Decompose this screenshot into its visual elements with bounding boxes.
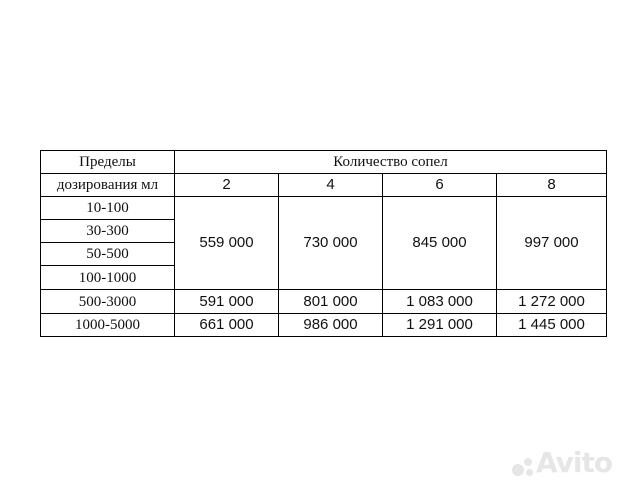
header-nozzles-6: 6 — [382, 173, 497, 197]
price-cell: 801 000 — [278, 289, 383, 314]
range-cell: 1000-5000 — [40, 313, 175, 337]
price-cell: 1 083 000 — [382, 289, 497, 314]
price-cell: 591 000 — [174, 289, 279, 314]
price-cell: 845 000 — [382, 196, 497, 290]
header-nozzles-4: 4 — [278, 173, 383, 197]
price-cell: 997 000 — [496, 196, 607, 290]
price-cell: 1 445 000 — [496, 313, 607, 337]
price-table: Пределы Количество сопел дозирования мл … — [40, 150, 607, 337]
header-nozzles-2: 2 — [174, 173, 279, 197]
range-cell: 50-500 — [40, 242, 175, 266]
table-row: 500-3000 591 000 801 000 1 083 000 1 272… — [40, 289, 607, 314]
watermark-dots-icon — [512, 456, 534, 478]
range-cell: 100-1000 — [40, 265, 175, 290]
table-row: 1000-5000 661 000 986 000 1 291 000 1 44… — [40, 313, 607, 337]
price-cell: 1 291 000 — [382, 313, 497, 337]
price-cell: 661 000 — [174, 313, 279, 337]
header-nozzle-count: Количество сопел — [174, 150, 607, 174]
header-dosing-label-2: дозирования мл — [40, 173, 175, 197]
header-nozzles-8: 8 — [496, 173, 607, 197]
range-cell: 30-300 — [40, 219, 175, 243]
price-cell: 986 000 — [278, 313, 383, 337]
price-cell: 1 272 000 — [496, 289, 607, 314]
header-dosing-label-1: Пределы — [40, 150, 175, 174]
watermark-logo: Avito — [536, 446, 613, 479]
range-cell: 10-100 — [40, 196, 175, 220]
range-cell: 500-3000 — [40, 289, 175, 314]
price-cell: 730 000 — [278, 196, 383, 290]
price-cell: 559 000 — [174, 196, 279, 290]
